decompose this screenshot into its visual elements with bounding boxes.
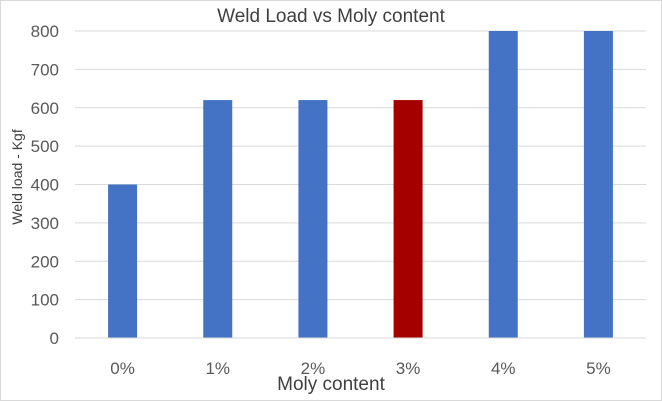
y-tick-label: 800 xyxy=(31,22,59,41)
bar xyxy=(298,100,328,338)
chart-title: Weld Load vs Moly content xyxy=(217,6,445,27)
bar xyxy=(488,31,518,338)
y-tick-label: 200 xyxy=(31,252,59,271)
y-tick-label: 0 xyxy=(50,329,59,348)
y-tick-label: 300 xyxy=(31,214,59,233)
x-tick-label: 3% xyxy=(396,359,421,378)
x-tick-label: 1% xyxy=(205,359,230,378)
y-tick-label: 100 xyxy=(31,291,59,310)
y-tick-label: 500 xyxy=(31,137,59,156)
y-tick-label: 700 xyxy=(31,60,59,79)
x-axis-title: Moly content xyxy=(277,374,385,395)
bar xyxy=(203,100,233,338)
bar xyxy=(393,100,423,338)
y-tick-label: 400 xyxy=(31,176,59,195)
x-tick-label: 4% xyxy=(491,359,516,378)
y-tick-label: 600 xyxy=(31,99,59,118)
bar xyxy=(583,31,613,338)
x-tick-label: 2% xyxy=(301,359,326,378)
x-tick-label: 5% xyxy=(586,359,611,378)
x-tick-label: 0% xyxy=(110,359,135,378)
bar xyxy=(108,184,138,338)
